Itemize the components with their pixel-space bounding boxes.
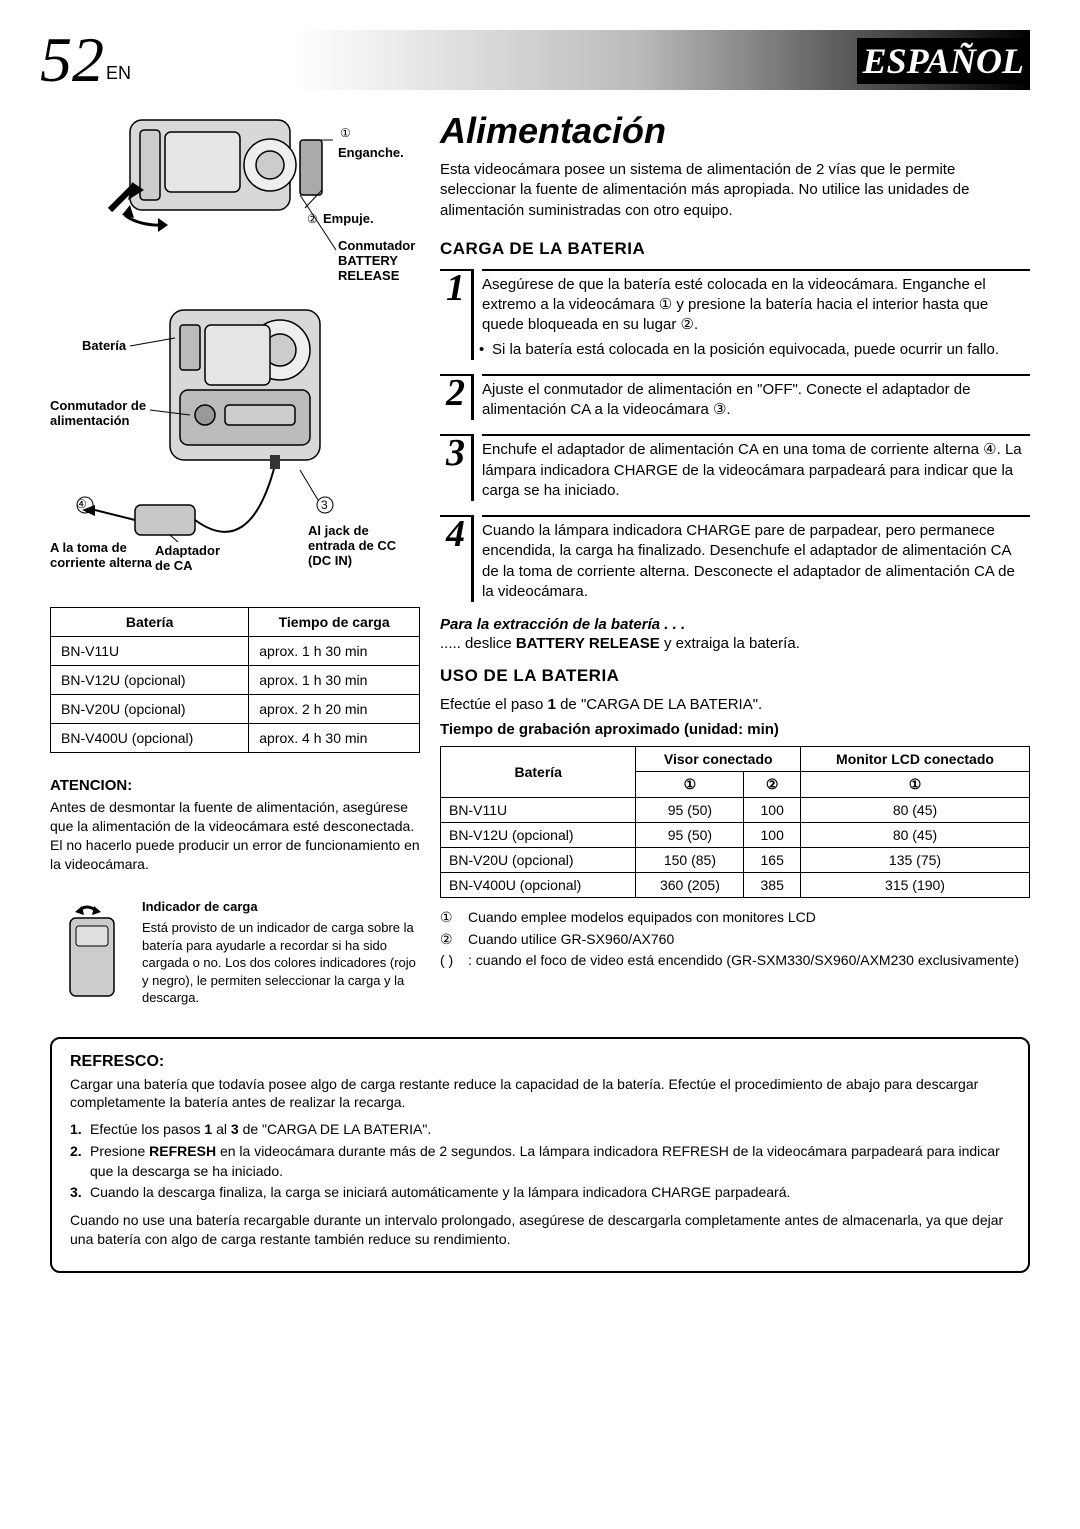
- svg-text:Empuje.: Empuje.: [323, 211, 374, 226]
- recording-time-table: Batería Visor conectado Monitor LCD cone…: [440, 746, 1030, 898]
- charge-indicator-block: Indicador de carga Está provisto de un i…: [50, 898, 420, 1013]
- atencion-text: Antes de desmontar la fuente de alimenta…: [50, 798, 420, 874]
- table-row: BN-V20U (opcional)150 (85)165135 (75): [441, 848, 1030, 873]
- svg-text:alimentación: alimentación: [50, 413, 130, 428]
- svg-text:3: 3: [321, 498, 328, 512]
- svg-text:de CA: de CA: [155, 558, 193, 573]
- svg-text:①: ①: [340, 126, 351, 140]
- right-column: Alimentación Esta videocámara posee un s…: [440, 110, 1030, 1013]
- en-suffix: EN: [106, 63, 131, 84]
- table-row: BN-V400U (opcional)360 (205)385315 (190): [441, 873, 1030, 898]
- intro-text: Esta videocámara posee un sistema de ali…: [440, 160, 1030, 221]
- svg-text:Conmutador: Conmutador: [338, 238, 415, 253]
- svg-text:Batería: Batería: [82, 338, 127, 353]
- step-1: 1 Asegúrese de que la batería esté coloc…: [440, 269, 1030, 360]
- svg-text:Conmutador de: Conmutador de: [50, 398, 146, 413]
- left-column: ① Enganche. ② Empuje. Conmutador BATTERY…: [50, 110, 420, 1013]
- svg-text:corriente alterna: corriente alterna: [50, 555, 153, 570]
- svg-text:BATTERY: BATTERY: [338, 253, 398, 268]
- col-bateria: Batería: [51, 608, 249, 637]
- carga-heading: CARGA DE LA BATERIA: [440, 239, 1030, 259]
- svg-text:A la toma de: A la toma de: [50, 540, 127, 555]
- table-row: BN-V400U (opcional)aprox. 4 h 30 min: [51, 724, 420, 753]
- language-badge: ESPAÑOL: [857, 38, 1030, 84]
- page-number: 52: [40, 28, 104, 92]
- atencion-heading: ATENCION:: [50, 777, 420, 794]
- camcorder-diagram: ① Enganche. ② Empuje. Conmutador BATTERY…: [50, 110, 420, 595]
- battery-indicator-icon: [50, 898, 130, 1013]
- svg-text:(DC IN): (DC IN): [308, 553, 352, 568]
- page-header: 52 EN ESPAÑOL: [50, 30, 1030, 90]
- refresco-box: REFRESCO: Cargar una batería que todavía…: [50, 1037, 1030, 1273]
- battery-charge-table: Batería Tiempo de carga BN-V11Uaprox. 1 …: [50, 607, 420, 753]
- indicador-heading: Indicador de carga: [142, 898, 420, 916]
- refresco-steps: 1.Efectúe los pasos 1 al 3 de "CARGA DE …: [70, 1120, 1010, 1202]
- table-row: BN-V20U (opcional)aprox. 2 h 20 min: [51, 695, 420, 724]
- page: 52 EN ESPAÑOL: [0, 0, 1080, 1529]
- step-2: 2 Ajuste el conmutador de alimentación e…: [440, 374, 1030, 421]
- extraction-heading: Para la extracción de la batería . . .: [440, 616, 1030, 633]
- table-notes: ①Cuando emplee modelos equipados con mon…: [440, 908, 1030, 971]
- svg-text:Adaptador: Adaptador: [155, 543, 220, 558]
- section-title: Alimentación: [440, 110, 1030, 152]
- uso-heading: USO DE LA BATERIA: [440, 666, 1030, 686]
- refresco-outro: Cuando no use una batería recargable dur…: [70, 1211, 1010, 1249]
- col-tiempo: Tiempo de carga: [249, 608, 420, 637]
- refresco-intro: Cargar una batería que todavía posee alg…: [70, 1075, 1010, 1113]
- table-row: BN-V12U (opcional)aprox. 1 h 30 min: [51, 666, 420, 695]
- svg-text:Al jack de: Al jack de: [308, 523, 369, 538]
- uso-intro: Efectúe el paso 1 de "CARGA DE LA BATERI…: [440, 696, 1030, 713]
- table-row: BN-V12U (opcional)95 (50)10080 (45): [441, 823, 1030, 848]
- step-3: 3 Enchufe el adaptador de alimentación C…: [440, 434, 1030, 501]
- table-row: BN-V11Uaprox. 1 h 30 min: [51, 637, 420, 666]
- step-4: 4 Cuando la lámpara indicadora CHARGE pa…: [440, 515, 1030, 602]
- svg-text:RELEASE: RELEASE: [338, 268, 400, 283]
- svg-text:Enganche.: Enganche.: [338, 145, 404, 160]
- refresco-heading: REFRESCO:: [70, 1053, 1010, 1071]
- table-row: BN-V11U95 (50)10080 (45): [441, 798, 1030, 823]
- extraction-text: ..... deslice BATTERY RELEASE y extraiga…: [440, 635, 1030, 652]
- indicador-text: Está provisto de un indicador de carga s…: [142, 919, 420, 1007]
- rt-heading: Tiempo de grabación aproximado (unidad: …: [440, 721, 1030, 738]
- svg-text:entrada de CC: entrada de CC: [308, 538, 397, 553]
